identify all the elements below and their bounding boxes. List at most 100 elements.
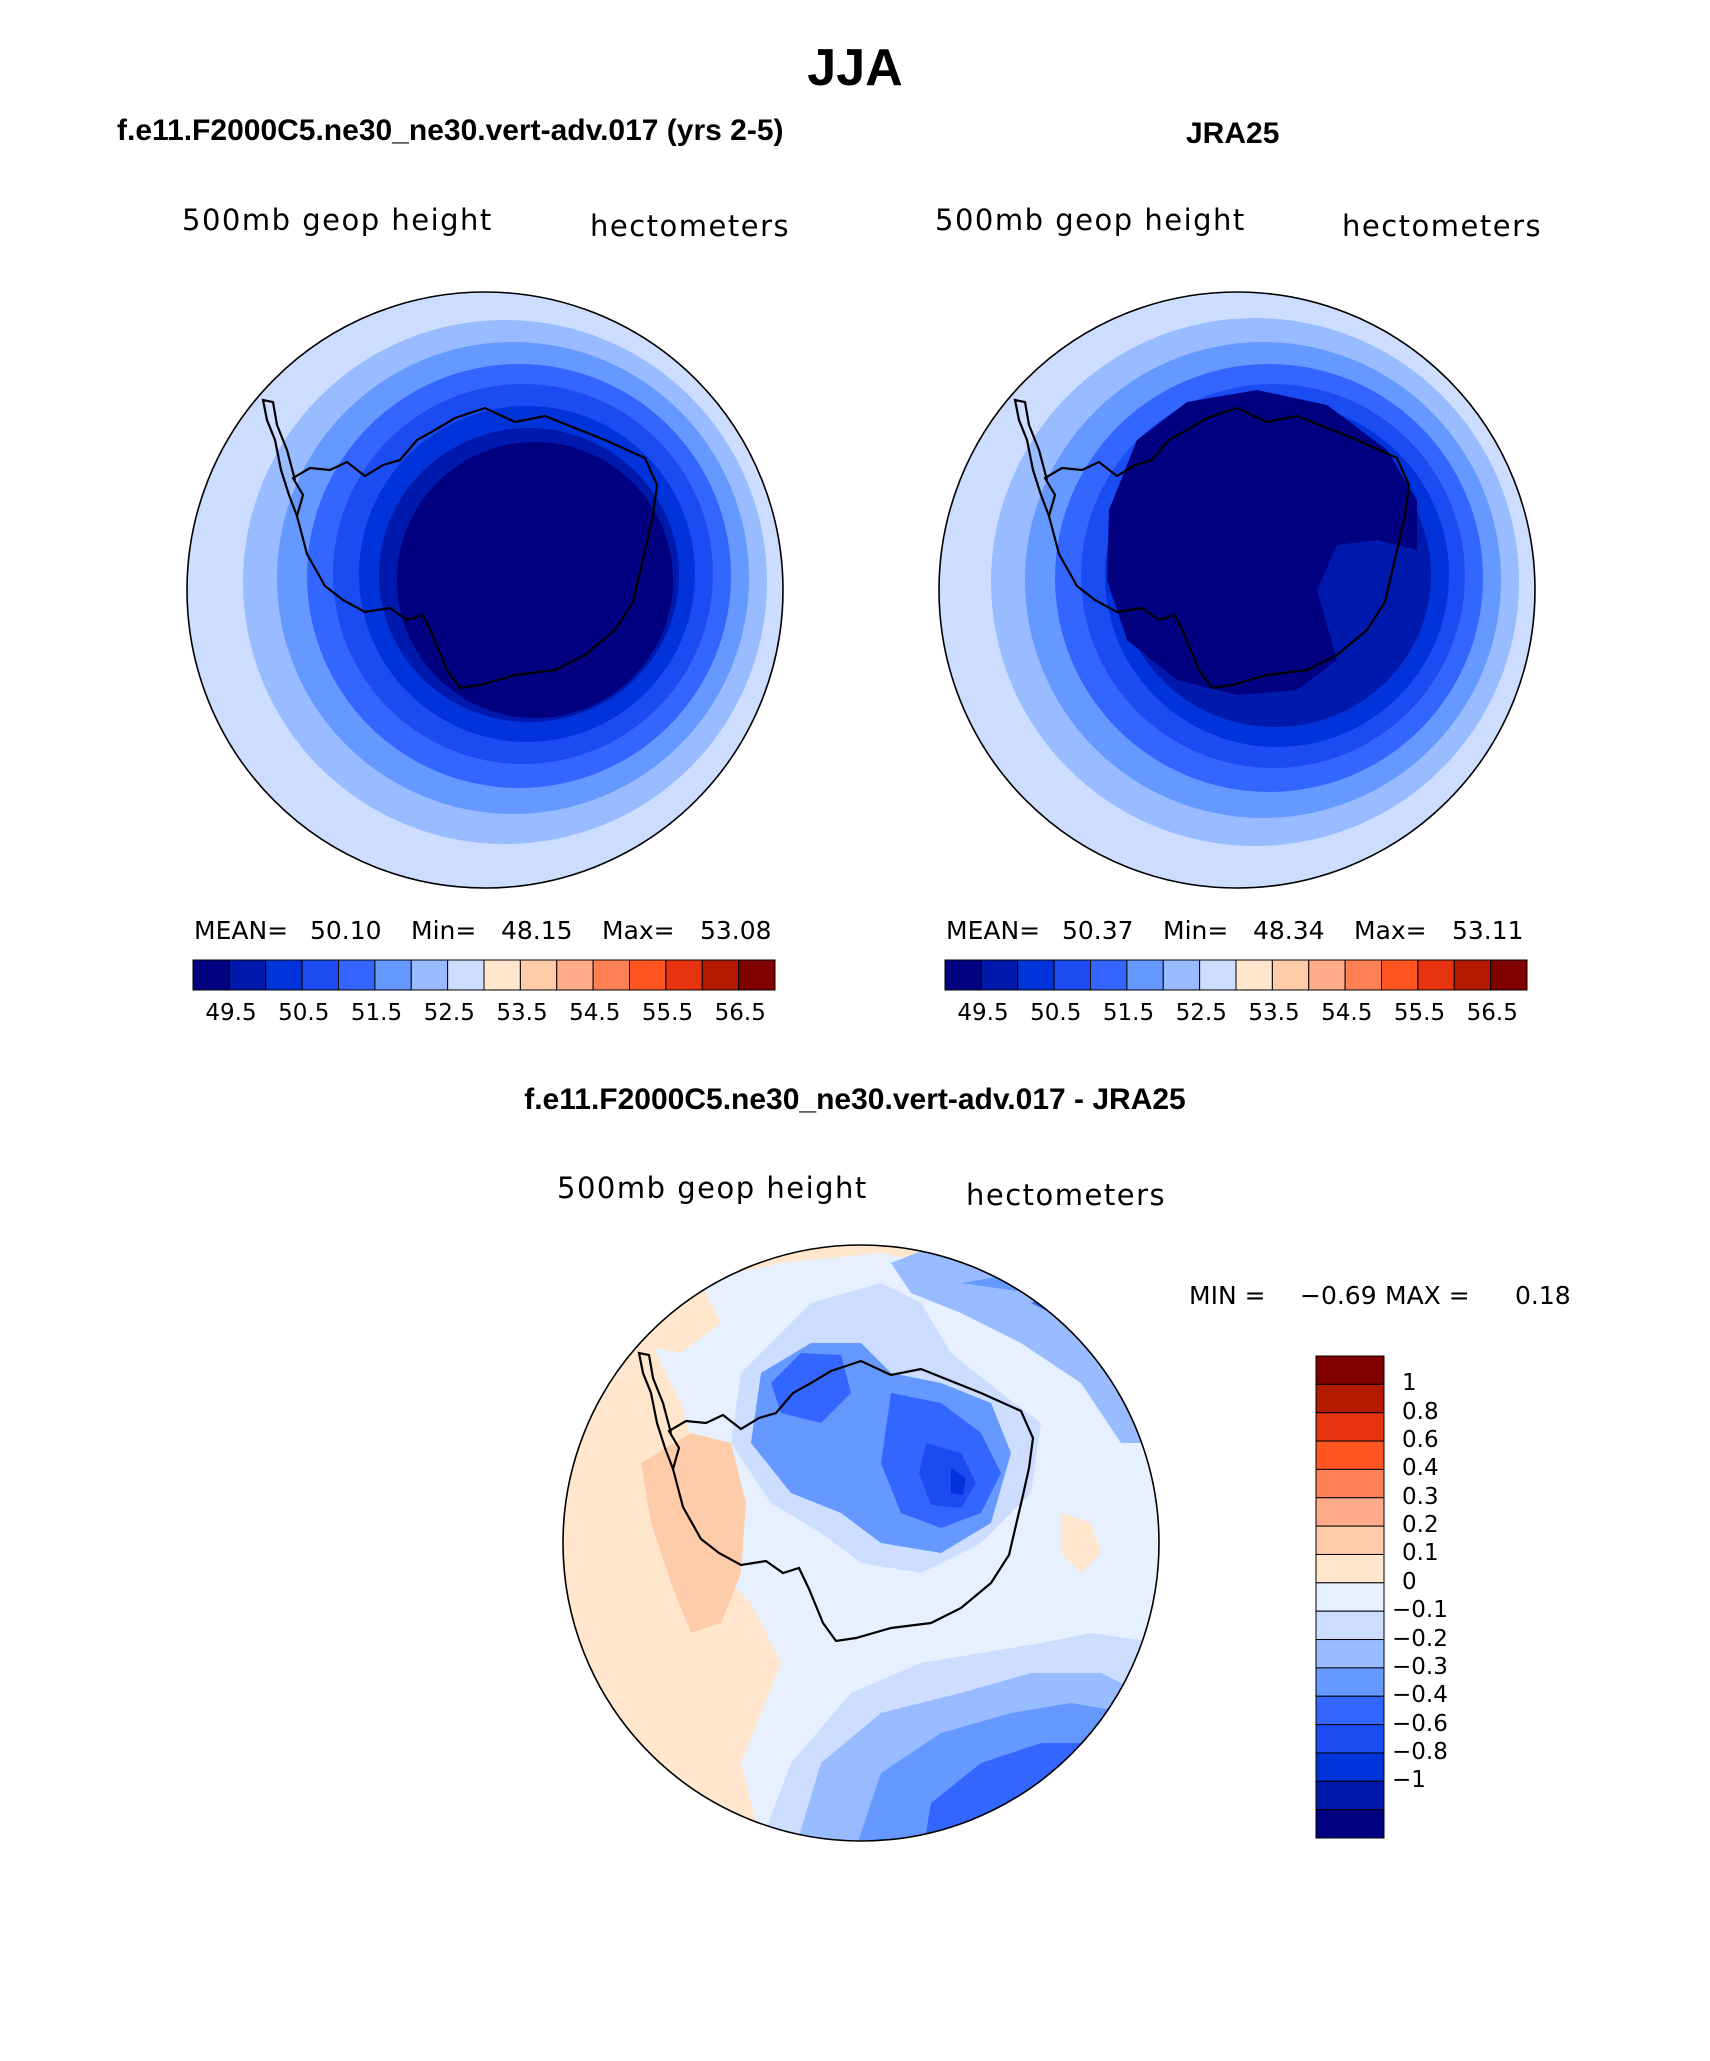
model-colorbar-swatch — [192, 959, 230, 991]
diff-colorbar-tick-label: −0.2 — [1392, 1625, 1448, 1652]
model-polar-map — [186, 291, 784, 889]
obs-peninsula — [1013, 398, 1051, 517]
model-colorbar-tick-label: 51.5 — [350, 1000, 403, 1026]
obs-colorbar-tick-label: 53.5 — [1248, 1000, 1300, 1026]
obs-colorbar-swatch — [1417, 959, 1455, 991]
model-colorbar-ticks: 49.5 50.5 51.5 52.5 53.5 54.5 55.5 56.5 — [193, 1000, 775, 1030]
obs-colorbar-tick-label: 50.5 — [1030, 1000, 1082, 1026]
diff-colorbar-tick-label: 1 — [1402, 1370, 1417, 1397]
obs-colorbar-tick-label: 55.5 — [1393, 1000, 1446, 1026]
obs-units-label: hectometers — [1342, 209, 1543, 243]
diff-colorbar-swatch — [1315, 1667, 1385, 1697]
obs-max-value: 53.11 — [1452, 916, 1524, 945]
model-colorbar-swatch — [665, 959, 703, 991]
model-units-label: hectometers — [590, 209, 791, 243]
diff-colorbar-swatch — [1315, 1639, 1385, 1669]
diff-variable-label: 500mb geop height — [557, 1171, 868, 1205]
diff-colorbar-swatch — [1315, 1412, 1385, 1442]
diff-colorbar-tick-label: −0.8 — [1392, 1738, 1448, 1765]
diff-colorbar-swatch — [1315, 1752, 1385, 1782]
model-coastline — [291, 406, 659, 690]
diff-coastline — [667, 1359, 1035, 1643]
diff-colorbar-tick-label: 0.1 — [1402, 1540, 1439, 1567]
model-colorbar-tick-label: 53.5 — [496, 1000, 548, 1026]
obs-colorbar-swatch — [1162, 959, 1201, 991]
obs-colorbar-swatch — [1017, 959, 1055, 991]
obs-colorbar-tick-label: 54.5 — [1321, 1000, 1373, 1026]
diff-colorbar-swatch — [1315, 1724, 1385, 1754]
model-map-border — [186, 291, 784, 889]
diff-colorbar-tick-label: 0.2 — [1402, 1512, 1439, 1539]
obs-colorbar — [944, 959, 1528, 991]
model-colorbar-swatch — [265, 959, 303, 991]
model-colorbar-swatch — [483, 959, 521, 991]
obs-colorbar-swatch — [1271, 959, 1310, 991]
model-colorbar-swatch — [447, 959, 485, 991]
model-colorbar-tick-label: 56.5 — [714, 1000, 766, 1026]
diff-units-label: hectometers — [966, 1178, 1167, 1212]
obs-variable-label: 500mb geop height — [935, 203, 1246, 237]
obs-colorbar-swatch — [1090, 959, 1128, 991]
obs-colorbar-swatch — [1199, 959, 1237, 991]
figure-title: JJA — [807, 39, 903, 97]
diff-colorbar-tick-label: −1 — [1392, 1767, 1426, 1794]
diff-min-value: −0.69 — [1300, 1281, 1377, 1310]
diff-colorbar-swatch — [1315, 1383, 1385, 1414]
model-colorbar-swatch — [592, 959, 631, 991]
diff-colorbar — [1315, 1355, 1385, 1839]
diff-colorbar-swatch — [1315, 1468, 1385, 1499]
model-colorbar-swatch — [301, 959, 340, 991]
obs-max-label: Max= — [1354, 916, 1427, 945]
obs-map-border — [938, 291, 1536, 889]
obs-panel-title: JRA25 — [1186, 117, 1280, 150]
diff-colorbar-swatch — [1315, 1440, 1385, 1470]
obs-colorbar-swatch — [1344, 959, 1383, 991]
obs-colorbar-swatch — [1235, 959, 1273, 991]
diff-colorbar-tick-label: 0.8 — [1402, 1398, 1439, 1425]
diff-colorbar-tick-label: −0.3 — [1392, 1653, 1448, 1680]
obs-coastline — [1043, 406, 1411, 690]
obs-mean-label: MEAN= — [946, 916, 1041, 945]
model-variable-label: 500mb geop height — [182, 203, 493, 237]
diff-colorbar-ticks: 1 0.8 0.6 0.4 0.3 0.2 0.1 0 −0.1 −0.2 −0.3 −0.4 −0.6… — [1392, 1356, 1512, 1838]
model-colorbar-swatch — [701, 959, 740, 991]
diff-colorbar-swatch — [1315, 1355, 1385, 1385]
model-min-label: Min= — [411, 916, 477, 945]
model-colorbar-swatch — [629, 959, 667, 991]
diff-colorbar-tick-label: 0.6 — [1402, 1427, 1439, 1454]
diff-max-label: MAX = — [1385, 1281, 1470, 1310]
model-colorbar-swatch — [410, 959, 449, 991]
obs-min-label: Min= — [1163, 916, 1229, 945]
model-colorbar — [192, 959, 776, 991]
diff-colorbar-tick-label: −0.1 — [1392, 1597, 1448, 1624]
obs-colorbar-tick-label: 56.5 — [1466, 1000, 1518, 1026]
model-colorbar-tick-label: 55.5 — [641, 1000, 694, 1026]
obs-colorbar-tick-label: 51.5 — [1102, 1000, 1155, 1026]
diff-colorbar-swatch — [1315, 1525, 1385, 1555]
model-colorbar-tick-label: 54.5 — [569, 1000, 621, 1026]
model-colorbar-tick-label: 49.5 — [205, 1000, 257, 1026]
diff-colorbar-tick-label: 0 — [1402, 1568, 1417, 1595]
obs-colorbar-ticks: 49.5 50.5 51.5 52.5 53.5 54.5 55.5 56.5 — [945, 1000, 1527, 1030]
model-peninsula — [261, 398, 299, 517]
diff-colorbar-swatch — [1315, 1582, 1385, 1612]
diff-colorbar-tick-label: −0.4 — [1392, 1682, 1448, 1709]
diff-min-label: MIN = — [1189, 1281, 1266, 1310]
obs-colorbar-swatch — [1453, 959, 1492, 991]
diff-colorbar-swatch — [1315, 1809, 1385, 1839]
model-colorbar-swatch — [556, 959, 594, 991]
model-mean-value: 50.10 — [310, 916, 382, 945]
model-min-value: 48.15 — [501, 916, 573, 945]
diff-colorbar-swatch — [1315, 1553, 1385, 1584]
obs-colorbar-swatch — [1308, 959, 1346, 991]
obs-colorbar-swatch — [1490, 959, 1528, 991]
diff-colorbar-swatch — [1315, 1780, 1385, 1811]
model-max-label: Max= — [602, 916, 675, 945]
obs-colorbar-tick-label: 52.5 — [1175, 1000, 1227, 1026]
diff-colorbar-swatch — [1315, 1695, 1385, 1726]
model-colorbar-swatch — [338, 959, 376, 991]
diff-peninsula — [637, 1351, 675, 1470]
obs-colorbar-tick-label: 49.5 — [957, 1000, 1009, 1026]
diff-colorbar-tick-label: 0.3 — [1402, 1483, 1439, 1510]
obs-colorbar-swatch — [1126, 959, 1164, 991]
